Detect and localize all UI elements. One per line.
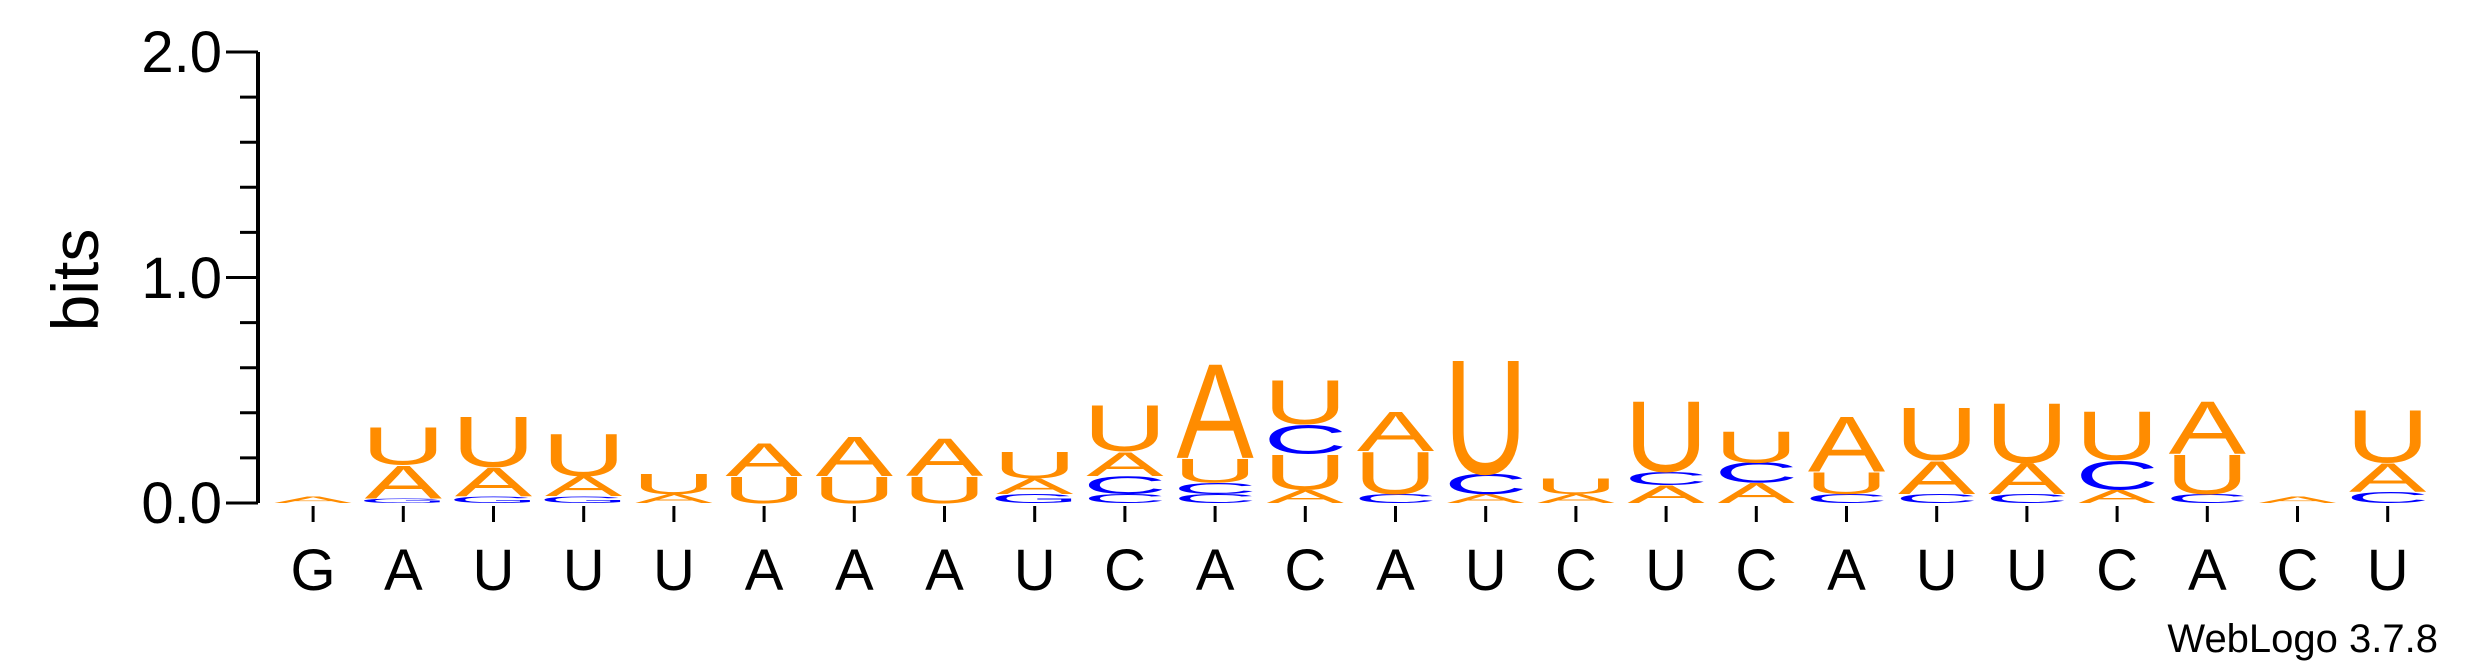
logo-letter-A-pos21-1: A <box>2078 486 2156 507</box>
logo-letter-U-pos6-1: U <box>722 469 806 511</box>
x-label-21: C <box>2096 538 2138 603</box>
x-label-15: C <box>1555 538 1597 603</box>
logo-letter-A-pos23-1: A <box>2259 495 2337 505</box>
x-label-7: A <box>835 538 874 603</box>
logo-letter-U-pos3-3: U <box>452 402 536 483</box>
logo-letter-C-pos10-2: C <box>1083 471 1167 499</box>
x-label-13: A <box>1376 538 1415 603</box>
x-label-6: A <box>745 538 784 603</box>
logo-letter-U-pos2-3: U <box>361 417 445 477</box>
logo-letter-U-pos8-1: U <box>903 469 987 511</box>
logo-letter-A-pos16-1: A <box>1627 480 1704 508</box>
logo-letter-C-pos20-1: C <box>1985 492 2069 506</box>
x-label-19: U <box>1916 538 1958 603</box>
logo-letter-C-pos10-1: C <box>1083 492 1167 506</box>
y-tick-label-0: 0.0 <box>141 471 222 536</box>
logo-letter-C-pos18-1: C <box>1805 492 1889 506</box>
logo-letter-U-pos9-3: U <box>993 444 1077 486</box>
logo-letter-C-pos13-1: C <box>1354 492 1438 506</box>
logo-letter-U-pos18-2: U <box>1805 466 1889 501</box>
logo-letter-G-pos9-1: G <box>990 492 1080 506</box>
logo-letter-C-pos24-1: C <box>2346 489 2430 507</box>
logo-letter-U-pos20-3: U <box>1985 385 2069 480</box>
logo-letter-U-pos21-3: U <box>2075 399 2159 476</box>
x-label-24: U <box>2367 538 2409 603</box>
logo-letter-A-pos8-2: A <box>906 428 984 488</box>
x-label-17: C <box>1735 538 1777 603</box>
logo-letter-A-pos6-2: A <box>725 433 802 486</box>
logo-letter-A-pos5-1: A <box>635 492 712 506</box>
x-label-20: U <box>2006 538 2048 603</box>
x-label-2: A <box>384 538 423 603</box>
logo-letter-U-pos4-3: U <box>542 421 626 488</box>
logo-letter-A-pos20-2: A <box>1988 454 2066 503</box>
logo-letter-U-pos17-3: U <box>1714 423 1798 472</box>
logo-letter-G-pos4-1: G <box>539 495 629 505</box>
logo-letter-C-pos12-3: C <box>1263 417 1347 463</box>
logo-letter-U-pos15-2: U <box>1534 474 1618 499</box>
logo-letter-A-pos18-3: A <box>1808 401 1885 489</box>
logo-letter-A-pos22-3: A <box>2169 385 2247 470</box>
x-label-10: C <box>1104 538 1146 603</box>
y-tick-label-1: 1.0 <box>141 246 222 311</box>
logo-letter-U-pos5-2: U <box>632 468 716 500</box>
x-label-14: U <box>1465 538 1507 603</box>
logo-letter-C-pos11-1: C <box>1173 492 1257 506</box>
logo-letter-A-pos24-2: A <box>2349 455 2426 501</box>
logo-letter-A-pos11-4: A <box>1176 335 1253 486</box>
logo-letter-A-pos3-2: A <box>455 460 532 506</box>
logo-letter-U-pos14-3: U <box>1444 327 1528 509</box>
logo-letter-C-pos14-2: C <box>1444 468 1528 500</box>
logo-letter-U-pos16-3: U <box>1624 381 1708 493</box>
logo-letter-U-pos11-3: U <box>1173 452 1257 490</box>
logo-letter-U-pos10-4: U <box>1083 392 1167 466</box>
weblogo-credit: WebLogo 3.7.8 <box>2167 617 2438 661</box>
x-label-4: U <box>563 538 605 603</box>
x-label-11: A <box>1196 538 1235 603</box>
logo-letter-U-pos22-2: U <box>2165 443 2249 506</box>
logo-letter-U-pos12-4: U <box>1263 367 1347 437</box>
logo-letter-A-pos15-1: A <box>1537 492 1614 506</box>
logo-letter-U-pos13-2: U <box>1354 440 1438 507</box>
logo-letter-G-pos3-1: G <box>448 495 538 505</box>
x-label-23: C <box>2277 538 2319 603</box>
logo-letter-U-pos12-2: U <box>1263 444 1347 500</box>
logo-letter-U-pos7-1: U <box>812 469 896 511</box>
logo-letter-A-pos4-2: A <box>545 471 623 503</box>
logo-letter-A-pos19-2: A <box>1898 451 1975 504</box>
logo-letter-A-pos1-1: A <box>274 495 352 505</box>
y-axis-ticks <box>226 50 258 505</box>
logo-letter-U-pos19-3: U <box>1895 391 1979 476</box>
y-tick-label-2: 2.0 <box>141 20 222 85</box>
logo-letter-A-pos9-2: A <box>996 474 1074 499</box>
logo-letter-G-pos2-1: G <box>358 497 448 504</box>
logo-letter-U-pos24-3: U <box>2346 394 2430 479</box>
logo-letter-A-pos2-2: A <box>365 456 442 509</box>
logo-letter-C-pos22-1: C <box>2165 492 2249 506</box>
x-label-1: G <box>291 538 336 603</box>
x-label-5: U <box>653 538 695 603</box>
logo-letter-C-pos17-2: C <box>1714 457 1798 489</box>
logo-letter-A-pos14-1: A <box>1447 492 1524 506</box>
x-label-18: A <box>1827 538 1866 603</box>
x-label-8: A <box>925 538 964 603</box>
x-label-22: A <box>2188 538 2227 603</box>
logo-letter-C-pos21-2: C <box>2075 453 2159 499</box>
logo-letter-C-pos16-2: C <box>1624 468 1708 489</box>
logo-letter-A-pos13-3: A <box>1357 400 1435 463</box>
x-label-9: U <box>1014 538 1056 603</box>
y-axis-title: bits <box>38 229 112 332</box>
logo-letter-A-pos7-2: A <box>816 425 894 488</box>
logo-letter-A-pos10-3: A <box>1086 445 1163 483</box>
x-label-3: U <box>473 538 515 603</box>
x-label-12: C <box>1284 538 1326 603</box>
x-label-16: U <box>1645 538 1687 603</box>
logo-letter-A-pos17-1: A <box>1718 477 1796 509</box>
logo-letter-C-pos11-2: C <box>1173 480 1257 498</box>
logo-letter-A-pos12-1: A <box>1267 486 1345 507</box>
logo-letter-C-pos19-1: C <box>1895 492 1979 506</box>
